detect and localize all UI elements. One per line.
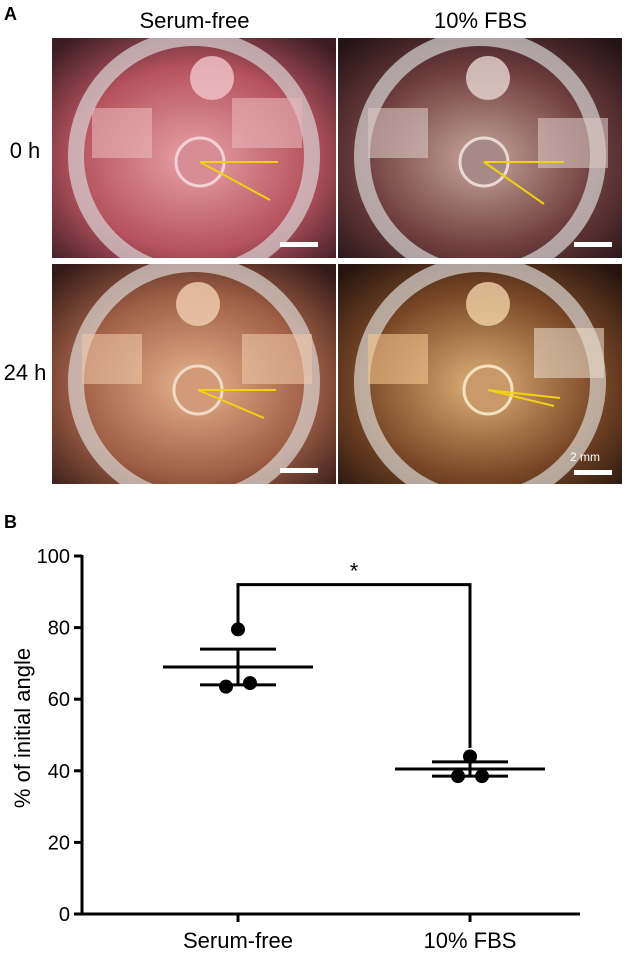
chart-marks: * [163,559,545,784]
scale-bar [280,468,318,473]
photo-10-fbs-0h [338,38,622,258]
significance-label: * [350,559,359,584]
y-tick-label: 40 [48,761,70,783]
significance-bracket [236,583,472,748]
scale-bar-label: 2 mm [570,450,600,464]
scale-bar [280,242,318,247]
x-tick-label: Serum-free [183,928,293,953]
row-header-0h: 0 h [9,138,41,163]
y-tick-label: 100 [37,546,70,568]
y-tick-label: 0 [59,904,70,926]
scale-bar [574,242,612,247]
data-point [219,679,233,694]
y-axis-ticks: 0 20 40 60 80 100 Serum-free 10% FBS [37,546,517,953]
column-header-serum-free: Serum-free [139,8,250,33]
photo-10-fbs-24h: 2 mm [338,264,622,484]
data-point [463,749,477,764]
y-axis-label: % of initial angle [10,648,35,808]
panel-a-letter: A [4,4,17,24]
panel-b-letter: B [4,512,17,532]
photo-serum-free-24h [52,264,336,484]
y-tick-label: 60 [48,689,70,711]
row-header-24h: 24 h [3,360,47,385]
column-header-10-fbs: 10% FBS [434,8,527,33]
scale-bar [574,470,612,475]
photo-serum-free-0h [52,38,336,258]
data-point [451,769,465,784]
chart-axes [80,555,580,916]
x-tick-label: 10% FBS [424,928,517,953]
y-tick-label: 20 [48,832,70,854]
y-tick-label: 80 [48,618,70,640]
data-point [475,769,489,784]
scatter-chart: 0 20 40 60 80 100 Serum-free 10% FBS * % of ini… [10,546,580,953]
data-point [243,676,257,691]
